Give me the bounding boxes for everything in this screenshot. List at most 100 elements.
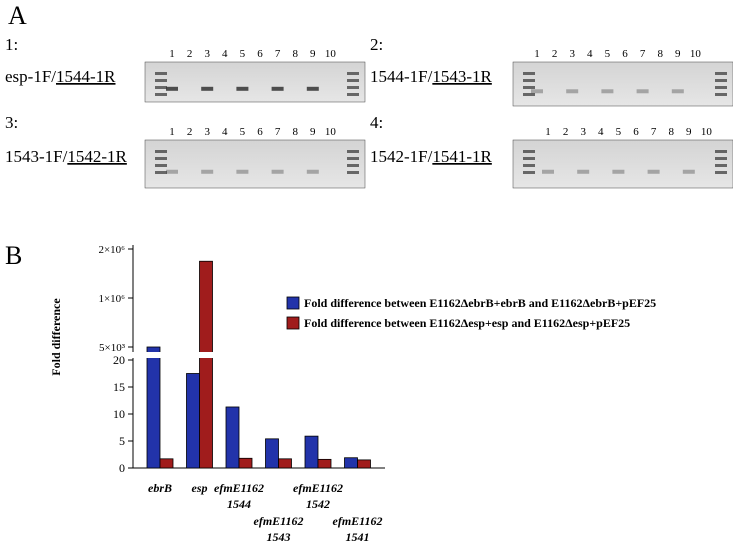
lane-number: 5 xyxy=(240,48,246,60)
primer-forward: 1543-1F/ xyxy=(5,147,68,166)
lane-number: 3 xyxy=(204,48,210,60)
panel-label: B xyxy=(5,241,22,270)
ladder-band xyxy=(347,164,359,167)
ladder-band xyxy=(155,157,167,160)
primer-pair: 1543-1F/1542-1R xyxy=(5,147,128,166)
ladder-band xyxy=(715,171,727,174)
band xyxy=(236,169,249,174)
lane-number: 6 xyxy=(257,48,263,60)
x-tick-label: efmE1162 xyxy=(254,514,304,528)
legend-swatch xyxy=(286,296,300,310)
band xyxy=(531,89,543,94)
lane-number: 8 xyxy=(657,48,663,60)
y-tick-label: 5 xyxy=(119,434,125,448)
x-tick-label: 1543 xyxy=(267,530,291,544)
band xyxy=(271,169,284,174)
bar xyxy=(278,458,292,469)
bar xyxy=(146,346,161,469)
ladder-band xyxy=(155,86,167,89)
band xyxy=(236,86,249,91)
lane-number: 3 xyxy=(204,126,210,138)
lane-number: 8 xyxy=(668,126,674,138)
bar xyxy=(186,373,200,469)
primer-forward: 1542-1F/ xyxy=(370,147,433,166)
bar xyxy=(238,457,253,469)
primer-pair: esp-1F/1544-1R xyxy=(5,67,116,86)
band xyxy=(271,86,284,91)
ladder-band xyxy=(155,150,167,153)
primer-reverse: 1543-1R xyxy=(432,67,492,86)
lane-number: 9 xyxy=(675,48,681,60)
ladder-band xyxy=(715,164,727,167)
lane-number: 6 xyxy=(622,48,628,60)
lane-number: 8 xyxy=(292,126,298,138)
ladder-band xyxy=(523,164,535,167)
x-tick-label: 1542 xyxy=(306,497,330,511)
bar xyxy=(304,435,319,469)
band xyxy=(577,169,590,174)
lane-number: 3 xyxy=(580,126,586,138)
ladder-band xyxy=(155,171,167,174)
band xyxy=(201,169,214,174)
primer-forward: 1544-1F/ xyxy=(370,67,433,86)
x-tick-label: efmE1162 xyxy=(214,481,264,495)
gel-images xyxy=(144,61,733,189)
legend-label: Fold difference between E1162ΔebrB+ebrB … xyxy=(304,296,656,310)
y-tick-label: 5×10³ xyxy=(99,342,126,354)
gel-number: 3: xyxy=(5,113,18,132)
ladder-band xyxy=(523,157,535,160)
primer-pair: 1542-1F/1541-1R xyxy=(370,147,493,166)
ladder-band xyxy=(155,79,167,82)
lane-number: 2 xyxy=(563,126,569,138)
ladder-band xyxy=(523,93,535,96)
bar xyxy=(159,458,174,469)
band xyxy=(601,89,614,94)
ladder-band xyxy=(347,171,359,174)
y-tick-label: 15 xyxy=(113,380,125,394)
legend-label: Fold difference between E1162Δesp+esp an… xyxy=(304,316,630,330)
gel-number: 4: xyxy=(370,113,383,132)
lane-number: 9 xyxy=(310,48,316,60)
ladder-band xyxy=(523,171,535,174)
ladder-band xyxy=(347,150,359,153)
panel-label: A xyxy=(8,1,27,30)
lane-number: 1 xyxy=(169,48,175,60)
band xyxy=(201,86,214,91)
x-tick-label: efmE1162 xyxy=(333,514,383,528)
x-tick-label: ebrB xyxy=(148,481,172,495)
gel xyxy=(512,139,733,189)
ladder-band xyxy=(347,72,359,75)
band xyxy=(566,89,579,94)
primer-reverse: 1541-1R xyxy=(432,147,492,166)
x-tick-label: 1541 xyxy=(346,530,370,544)
band xyxy=(682,169,695,174)
ladder-band xyxy=(155,164,167,167)
lane-number: 3 xyxy=(569,48,575,60)
x-tick-label: esp xyxy=(192,481,208,495)
lane-number: 9 xyxy=(686,126,692,138)
lane-number: 4 xyxy=(222,126,228,138)
lane-number: 2 xyxy=(187,126,193,138)
band xyxy=(166,86,178,91)
lane-number: 8 xyxy=(292,48,298,60)
y-tick-label: 0 xyxy=(119,461,125,475)
bar xyxy=(317,458,332,469)
lane-number: 6 xyxy=(633,126,639,138)
lane-number: 10 xyxy=(325,48,337,60)
bar xyxy=(225,406,240,469)
band xyxy=(636,89,649,94)
bar xyxy=(357,459,371,469)
lane-number: 5 xyxy=(616,126,622,138)
lane-number: 1 xyxy=(545,126,551,138)
x-tick-label: 1544 xyxy=(227,497,251,511)
band xyxy=(306,86,319,91)
bar xyxy=(344,457,358,469)
gel-number: 2: xyxy=(370,35,383,54)
ladder-band xyxy=(715,93,727,96)
ladder-band xyxy=(715,86,727,89)
lane-number: 2 xyxy=(187,48,193,60)
lane-number: 7 xyxy=(275,48,281,60)
lane-number: 7 xyxy=(651,126,657,138)
primer-reverse: 1542-1R xyxy=(67,147,127,166)
